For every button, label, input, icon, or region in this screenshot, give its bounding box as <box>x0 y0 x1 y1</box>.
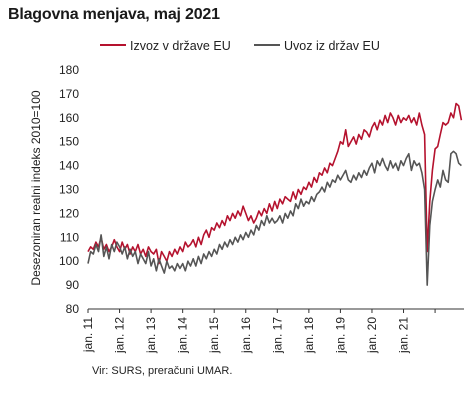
legend-label-import: Uvoz iz držav EU <box>284 39 380 53</box>
series-line-export <box>87 102 463 265</box>
x-tick-label: jan. 19 <box>333 317 347 354</box>
x-tick-label: jan. 20 <box>365 317 379 354</box>
x-tick-label: jan. 13 <box>144 317 158 354</box>
y-tick-label: 90 <box>66 278 80 292</box>
x-tick-label: jan. 14 <box>176 317 190 354</box>
y-tick-label: 130 <box>59 183 79 197</box>
x-tick-label: jan. 11 <box>81 317 95 353</box>
x-tick-label: jan. 17 <box>270 317 284 354</box>
y-tick-label: 100 <box>59 254 79 268</box>
x-tick-label: jan. 16 <box>239 317 253 354</box>
y-tick-label: 120 <box>59 206 79 220</box>
y-tick-label: 80 <box>66 302 80 316</box>
y-tick-label: 160 <box>59 111 79 125</box>
legend-label-export: Izvoz v države EU <box>130 39 231 53</box>
y-tick-label: 140 <box>59 159 79 173</box>
y-axis-title: Desezoniran realni indeks 2010=100 <box>29 90 43 285</box>
plot-area <box>87 102 463 286</box>
x-tick-label: jan. 18 <box>302 317 316 354</box>
x-tick-label: jan. 12 <box>113 317 127 354</box>
x-tick-label: jan. 21 <box>397 317 411 354</box>
x-axis: jan. 11 jan. 12 jan. 13 jan. 14 jan. 15 jan. … <box>81 308 464 354</box>
chart-title: Blagovna menjava, maj 2021 <box>8 6 220 23</box>
y-tick-label: 180 <box>59 63 79 77</box>
legend: Izvoz v države EU Uvoz iz držav EU <box>100 39 380 53</box>
y-tick-label: 110 <box>60 230 79 244</box>
x-tick-label: jan. 15 <box>207 317 221 354</box>
source-note: Vir: SURS, preračuni UMAR. <box>92 365 233 377</box>
series-line-import <box>87 150 462 286</box>
y-axis: 80 90 100 110 120 130 140 150 160 170 180 <box>59 63 79 316</box>
y-tick-label: 170 <box>59 87 79 101</box>
y-tick-label: 150 <box>59 135 79 149</box>
